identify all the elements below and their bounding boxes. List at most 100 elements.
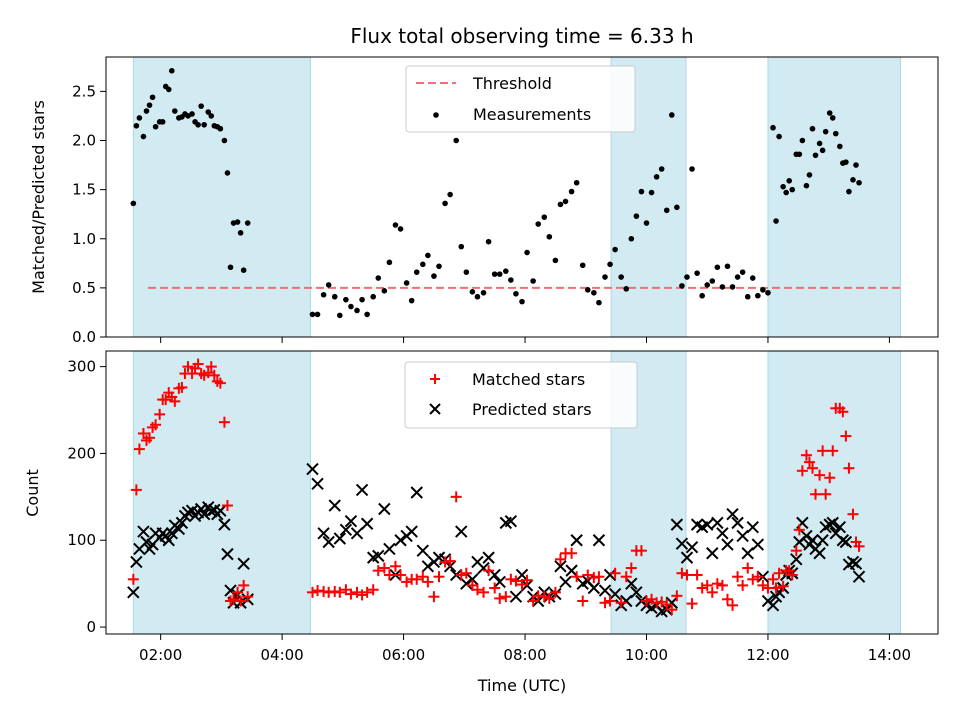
matched-star-marker bbox=[228, 593, 240, 605]
matched-star-marker bbox=[796, 465, 808, 477]
predicted-star-marker bbox=[726, 507, 739, 521]
measurement-point bbox=[822, 128, 829, 135]
predicted-star-marker bbox=[603, 568, 617, 582]
measurement-point bbox=[734, 274, 741, 280]
measurement-point bbox=[227, 264, 234, 271]
measurement-point bbox=[453, 137, 460, 144]
measurement-point bbox=[201, 121, 207, 128]
y-tick-label: 2.5 bbox=[72, 82, 96, 100]
measurement-point bbox=[530, 278, 536, 284]
measurement-point bbox=[806, 172, 813, 178]
measurement-point bbox=[602, 274, 608, 280]
matched-star-marker bbox=[130, 484, 142, 496]
predicted-star-marker bbox=[237, 557, 250, 570]
predicted-star-markers bbox=[127, 462, 866, 618]
matched-star-marker bbox=[640, 595, 652, 607]
predicted-star-marker bbox=[218, 518, 231, 531]
matched-star-marker bbox=[351, 586, 363, 598]
x-axis-label: Time (UTC) bbox=[477, 676, 566, 695]
matched-star-marker bbox=[625, 562, 637, 574]
measurement-point bbox=[364, 311, 370, 318]
measurement-point bbox=[480, 289, 487, 296]
measurement-point bbox=[819, 147, 826, 154]
matched-star-marker bbox=[793, 524, 805, 536]
matched-star-marker bbox=[716, 579, 728, 591]
predicted-star-marker bbox=[344, 514, 358, 528]
measurement-point bbox=[812, 152, 819, 159]
matched-star-marker bbox=[401, 576, 413, 588]
matched-star-marker bbox=[635, 545, 647, 557]
measurement-point bbox=[850, 177, 856, 183]
measurement-point bbox=[309, 311, 316, 318]
predicted-star-marker bbox=[515, 568, 529, 582]
predicted-star-marker bbox=[322, 535, 335, 549]
measurement-point bbox=[699, 292, 705, 299]
measurement-point bbox=[224, 170, 231, 176]
measurement-point bbox=[375, 275, 382, 281]
predicted-star-marker bbox=[587, 581, 601, 595]
measurement-point bbox=[420, 261, 426, 268]
matched-star-marker bbox=[810, 488, 822, 500]
shaded-interval bbox=[767, 56, 902, 338]
measurement-point bbox=[458, 243, 465, 250]
predicted-star-marker bbox=[360, 517, 374, 530]
matched-star-marker bbox=[701, 579, 713, 591]
matched-star-marker bbox=[150, 419, 162, 431]
measurement-point bbox=[832, 130, 839, 137]
measurement-point bbox=[496, 271, 503, 277]
predicted-star-marker bbox=[372, 549, 385, 563]
matched-star-marker bbox=[800, 449, 812, 461]
predicted-star-marker bbox=[608, 587, 622, 601]
measurement-point bbox=[714, 264, 721, 271]
matched-star-marker bbox=[656, 596, 668, 608]
predicted-star-marker bbox=[214, 504, 227, 517]
predicted-star-marker bbox=[685, 540, 699, 554]
matched-star-marker bbox=[721, 593, 733, 605]
top-legend: Threshold Measurements bbox=[405, 65, 636, 133]
matched-star-marker bbox=[306, 586, 318, 598]
measurement-point bbox=[579, 262, 586, 269]
predicted-star-marker bbox=[137, 525, 150, 538]
matched-star-marker bbox=[483, 565, 495, 577]
matched-star-marker bbox=[571, 571, 583, 583]
matched-star-marker bbox=[803, 456, 815, 468]
predicted-star-marker bbox=[333, 532, 347, 545]
predicted-star-marker bbox=[162, 534, 175, 547]
predicted-star-marker bbox=[630, 586, 643, 599]
measurement-point bbox=[853, 162, 859, 168]
matched-star-marker bbox=[853, 540, 865, 552]
matched-star-marker bbox=[773, 567, 785, 579]
matched-star-marker bbox=[361, 586, 373, 598]
measurement-point bbox=[541, 214, 548, 220]
predicted-star-marker bbox=[559, 575, 572, 589]
measurement-point bbox=[130, 200, 137, 207]
measurement-point bbox=[739, 269, 746, 275]
measurement-point bbox=[325, 282, 332, 288]
measurement-point bbox=[765, 289, 771, 296]
predicted-star-marker bbox=[383, 542, 396, 556]
legend-matched-label: Matched stars bbox=[472, 370, 585, 389]
matched-star-marker bbox=[505, 573, 517, 585]
measurement-point bbox=[568, 188, 575, 195]
measurement-point bbox=[208, 113, 215, 119]
matched-star-marker bbox=[433, 571, 445, 583]
matched-star-marker bbox=[847, 508, 859, 520]
bottom-y-axis-label: Count bbox=[23, 469, 42, 517]
top-x-ticks bbox=[160, 337, 890, 343]
matched-star-marker bbox=[417, 571, 429, 583]
predicted-star-marker bbox=[181, 506, 195, 519]
matched-star-marker bbox=[510, 575, 522, 587]
predicted-star-marker bbox=[751, 538, 765, 551]
measurement-point bbox=[146, 102, 153, 108]
measurement-point bbox=[770, 124, 776, 131]
predicted-star-marker bbox=[130, 555, 143, 569]
measurement-point bbox=[826, 110, 833, 116]
x-tick-label: 10:00 bbox=[625, 646, 668, 664]
measurement-point bbox=[491, 271, 498, 277]
predicted-star-marker bbox=[790, 553, 803, 566]
measurement-point bbox=[643, 220, 650, 226]
y-tick-label: 300 bbox=[67, 358, 96, 376]
measurement-point bbox=[773, 218, 779, 224]
measurement-point bbox=[633, 213, 640, 219]
matched-star-marker bbox=[460, 567, 472, 579]
